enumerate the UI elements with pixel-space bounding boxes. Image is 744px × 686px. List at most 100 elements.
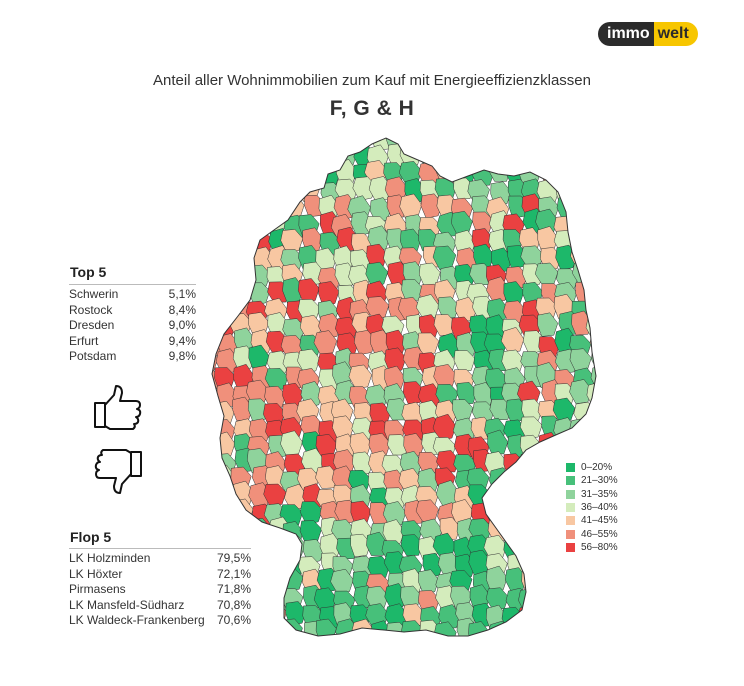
district-cell [212, 231, 223, 255]
district-cell [522, 499, 546, 524]
district-cell [212, 161, 223, 184]
district-cell [591, 175, 596, 201]
district-cell [212, 209, 223, 234]
district-cell [212, 138, 221, 152]
district-cell [505, 467, 528, 493]
list-item: LK Holzminden 79,5% [69, 551, 251, 565]
district-cell [520, 519, 541, 544]
germany-choropleth-map [211, 137, 620, 660]
district-cell [609, 146, 620, 171]
district-cell [353, 637, 374, 660]
legend-item: 0–20% [566, 461, 618, 474]
district-cell [456, 382, 478, 405]
district-cell [489, 138, 512, 151]
district-cell [248, 147, 272, 172]
district-cell [212, 468, 223, 495]
map-legend: 0–20% 21–30% 31–35% 36–40% 41–45% 46–55%… [566, 461, 618, 554]
district-cell [403, 637, 425, 660]
district-cell [335, 138, 357, 151]
district-cell [539, 553, 561, 580]
district-cell [608, 231, 620, 253]
top5-list: Schwerin 5,1% Rostock 8,4% Dresden 9,0% Erf… [69, 284, 196, 365]
district-cell [501, 327, 525, 353]
district-cell [605, 195, 620, 220]
district-cell [538, 638, 559, 660]
district-cell [521, 463, 545, 489]
district-cell [588, 248, 596, 274]
district-cell [448, 138, 473, 150]
district-cell [573, 138, 596, 150]
top5-heading: Top 5 [70, 264, 107, 280]
district-cell [212, 138, 235, 154]
district-cell [503, 485, 528, 511]
district-cell [554, 551, 575, 575]
district-cell [569, 143, 593, 169]
district-cell [607, 261, 620, 286]
list-item: LK Mansfeld-Südharz 70,8% [69, 597, 251, 612]
district-cell [571, 177, 592, 203]
district-cell [418, 640, 440, 660]
district-cell [607, 175, 620, 201]
district-cell [212, 430, 222, 457]
flop5-heading: Flop 5 [70, 529, 112, 545]
district-cell [591, 401, 596, 427]
district-cell [212, 180, 219, 206]
district-cell [283, 193, 305, 219]
district-cell [607, 572, 620, 594]
district-cell [553, 605, 576, 629]
district-cell [420, 193, 443, 219]
district-cell [437, 296, 460, 319]
district-cell [538, 138, 561, 148]
map-subtitle: F, G & H [329, 97, 415, 120]
district-cell [264, 163, 286, 187]
district-cell [585, 316, 596, 339]
district-cell [300, 138, 323, 151]
district-cell [569, 163, 593, 188]
district-cell [212, 142, 218, 165]
legend-item: 41–45% [566, 514, 618, 527]
district-cell [231, 160, 255, 183]
district-cell [212, 199, 236, 221]
district-cell [250, 552, 272, 577]
district-cell [418, 569, 440, 593]
district-cell [212, 315, 222, 340]
district-cell [608, 367, 620, 391]
district-cell [506, 138, 528, 153]
district-cell [586, 587, 596, 610]
district-cell [571, 433, 593, 457]
list-item: Dresden 9,0% [69, 318, 196, 332]
district-cell [536, 605, 559, 631]
district-cell [250, 159, 272, 185]
district-cell [605, 348, 620, 372]
district-cell [519, 484, 542, 510]
district-cell [247, 398, 270, 422]
district-cell [505, 639, 525, 660]
district-cell [590, 622, 596, 636]
district-cell [433, 138, 457, 151]
district-cell [603, 249, 620, 270]
district-cell [264, 196, 288, 218]
district-cell [297, 348, 321, 373]
list-item: Erfurt 9,4% [69, 333, 196, 348]
district-cell [315, 138, 337, 155]
legend-item: 31–35% [566, 488, 618, 501]
district-cell [400, 534, 423, 556]
district-cell [486, 565, 508, 594]
district-cell [229, 192, 252, 219]
legend-item: 46–55% [566, 527, 618, 540]
district-cell [571, 601, 593, 625]
district-cells [212, 138, 620, 660]
list-item: Schwerin 5,1% [69, 287, 196, 301]
district-cell [589, 434, 596, 460]
district-cell [248, 418, 272, 443]
district-cell [610, 435, 620, 456]
district-cell [212, 197, 221, 221]
legend-swatch [566, 516, 575, 526]
district-cell [219, 277, 241, 301]
district-cell [489, 145, 512, 173]
district-cell [552, 397, 576, 422]
district-cell [490, 482, 511, 508]
district-cell [487, 429, 509, 455]
district-cell [469, 638, 489, 660]
district-cell [399, 138, 423, 155]
